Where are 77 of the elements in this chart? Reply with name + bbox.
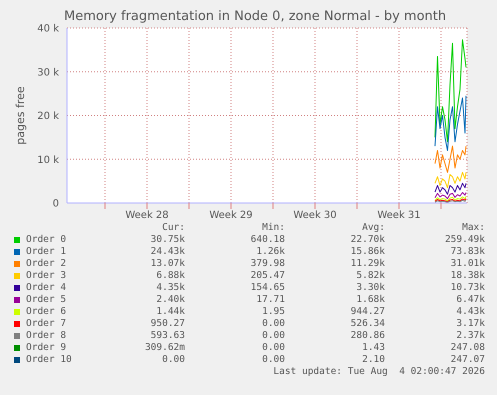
text: 4.35k <box>156 282 185 293</box>
x-tick-label: Week 30 <box>293 210 337 222</box>
text: 247.08 <box>450 342 485 353</box>
text: 4.43k <box>456 306 485 317</box>
text: 11.29k <box>350 258 385 269</box>
line-series <box>434 39 466 142</box>
line-series <box>434 146 466 173</box>
text: Max: <box>462 222 485 233</box>
text: 259.49k <box>444 234 485 245</box>
legend-label: Order 7 <box>26 318 66 329</box>
text: 30.75k <box>150 234 185 245</box>
text: 10.73k <box>450 282 485 293</box>
text: 0.00 <box>262 342 285 353</box>
text: 205.47 <box>250 270 285 281</box>
text: Avg: <box>362 222 385 233</box>
text: 6.88k <box>156 270 185 281</box>
text: 3.30k <box>356 282 385 293</box>
text: Last update: Tue Aug 4 02:00:47 2026 <box>273 366 485 377</box>
text: 18.38k <box>450 270 485 281</box>
line-series <box>434 172 466 188</box>
line-series <box>434 182 466 195</box>
text: 73.83k <box>450 246 485 257</box>
legend-label: Order 4 <box>26 282 66 293</box>
legend-label: Order 8 <box>26 330 66 341</box>
text: 640.18 <box>250 234 285 245</box>
text: 247.07 <box>450 354 485 365</box>
line-series <box>434 95 466 151</box>
y-tick-label: 0 <box>52 198 59 210</box>
text: 15.86k <box>350 246 385 257</box>
legend-label: Order 9 <box>26 342 66 353</box>
text: 309.62m <box>144 342 185 353</box>
text: 944.27 <box>350 306 385 317</box>
y-axis-title: pages free <box>14 86 27 145</box>
legend-label: Order 10 <box>26 354 72 365</box>
x-tick-label: Week 29 <box>209 210 253 222</box>
text: 13.07k <box>150 258 185 269</box>
text: 379.98 <box>250 258 285 269</box>
text: 1.68k <box>356 294 385 305</box>
text: 280.86 <box>350 330 385 341</box>
text: 24.43k <box>150 246 185 257</box>
text: 17.71 <box>256 294 285 305</box>
line-series <box>434 192 466 200</box>
legend-label: Order 0 <box>26 234 66 245</box>
legend-label: Order 5 <box>26 294 66 305</box>
text: 154.65 <box>250 282 285 293</box>
legend-label: Order 6 <box>26 306 66 317</box>
text: 526.34 <box>350 318 385 329</box>
text: 2.10 <box>362 354 385 365</box>
legend-label: Order 3 <box>26 270 66 281</box>
text: 31.01k <box>450 258 485 269</box>
text: 0.00 <box>262 354 285 365</box>
x-tick-label: Week 28 <box>125 210 169 222</box>
chart-title: Memory fragmentation in Node 0, zone Normal - by month <box>64 9 446 24</box>
text: 1.95 <box>262 306 285 317</box>
text: 22.70k <box>350 234 385 245</box>
text: 0.00 <box>262 318 285 329</box>
legend-label: Order 1 <box>26 246 66 257</box>
text: 593.63 <box>150 330 185 341</box>
y-tick-label: 20 k <box>37 111 60 122</box>
text: Cur: <box>162 222 185 233</box>
text: 1.43 <box>362 342 385 353</box>
text: 1.26k <box>256 246 285 257</box>
x-tick-label: Week 31 <box>377 210 421 222</box>
text: 3.17k <box>456 318 485 329</box>
legend-label: Order 2 <box>26 258 66 269</box>
y-tick-label: 40 k <box>37 24 60 35</box>
text: 2.40k <box>156 294 185 305</box>
text: 0.00 <box>262 330 285 341</box>
text: 950.27 <box>150 318 185 329</box>
text: 0.00 <box>162 354 185 365</box>
text: 1.44k <box>156 306 185 317</box>
y-tick-label: 10 k <box>37 154 60 166</box>
text: 5.82k <box>356 270 385 281</box>
text: 6.47k <box>456 294 485 305</box>
y-tick-label: 30 k <box>37 67 60 78</box>
text: Min: <box>262 222 285 233</box>
text: 2.37k <box>456 330 485 341</box>
